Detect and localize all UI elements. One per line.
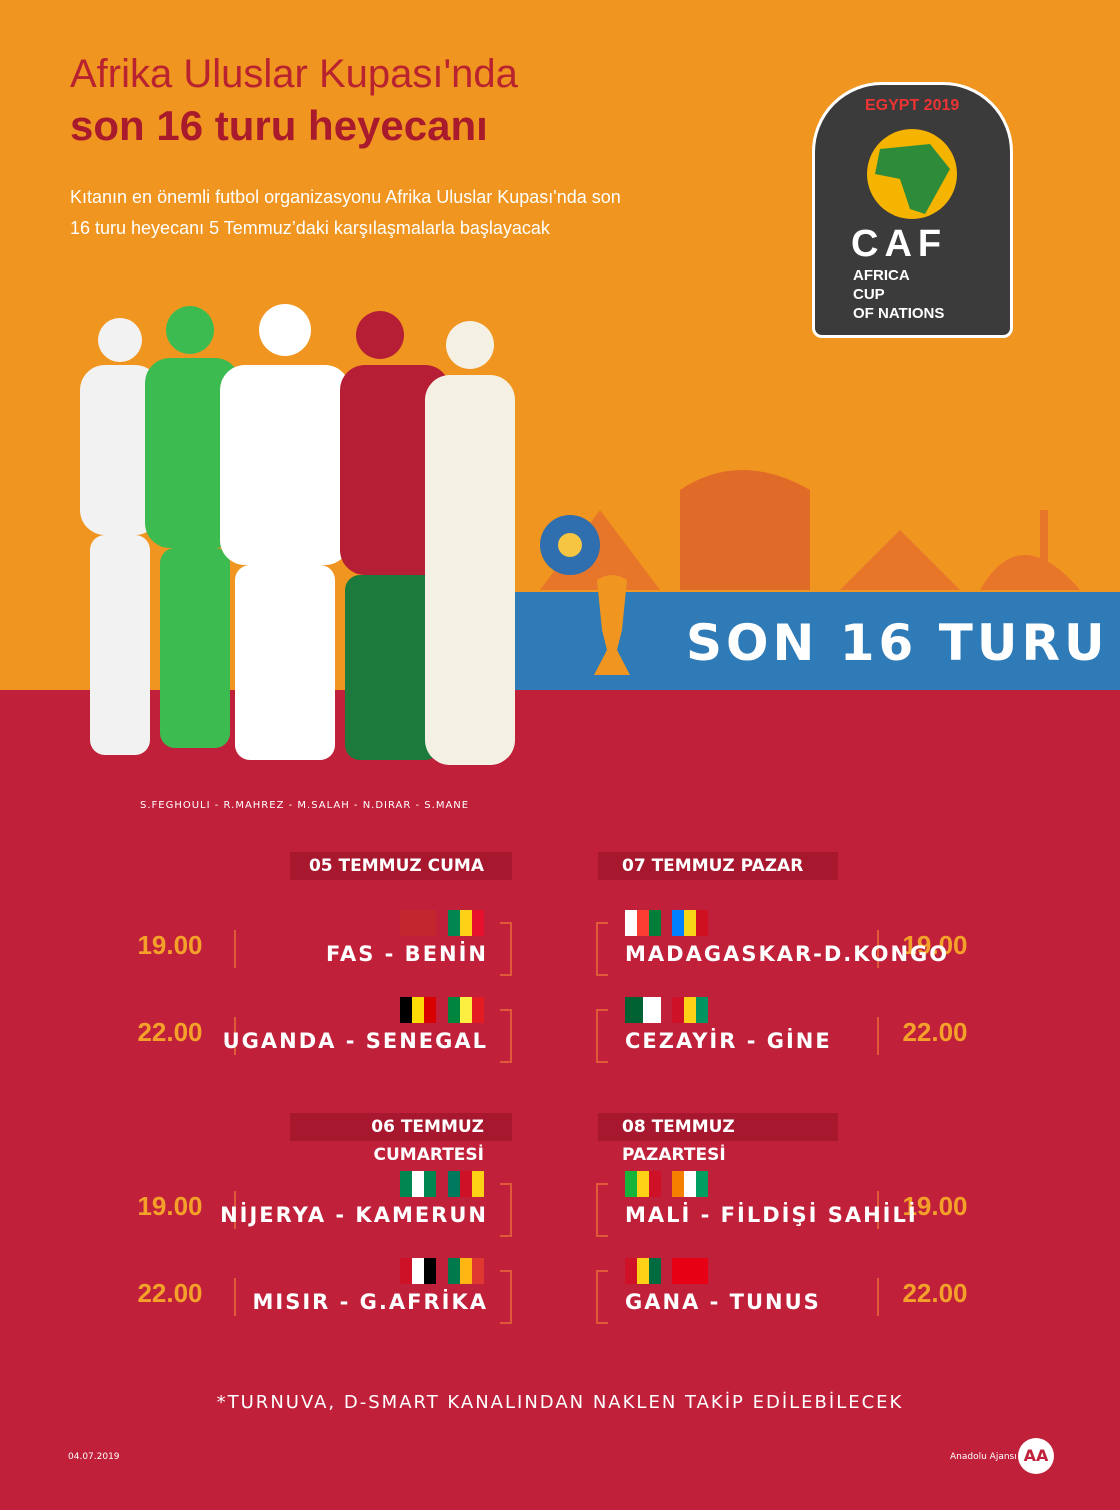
match-teams: UGANDA - SENEGAL <box>222 1029 488 1053</box>
flag <box>672 1171 708 1197</box>
logo-line: CUP <box>853 286 885 303</box>
match-time: 22.00 <box>902 1278 968 1308</box>
day-date: 06 TEMMUZ CUMARTESİ <box>290 1113 512 1165</box>
flag <box>448 1258 484 1284</box>
match-teams: GANA - TUNUS <box>625 1290 821 1314</box>
title-line1: Afrika Uluslar Kupası'nda <box>70 52 518 96</box>
divider <box>877 1017 879 1055</box>
match-time: 22.00 <box>137 1017 203 1047</box>
match-time: 19.00 <box>902 1191 968 1221</box>
bracket <box>500 1183 512 1237</box>
match-teams: CEZAYİR - GİNE <box>625 1029 832 1053</box>
divider <box>877 1191 879 1229</box>
flag <box>400 997 436 1023</box>
footer-date: 04.07.2019 <box>68 1452 120 1462</box>
flag <box>400 1171 436 1197</box>
flag <box>400 910 436 936</box>
match-time: 22.00 <box>902 1017 968 1047</box>
divider <box>234 1017 236 1055</box>
day-date: 08 TEMMUZ PAZARTESİ <box>598 1113 838 1165</box>
landmarks <box>540 470 1080 590</box>
match-teams: MISIR - G.AFRİKA <box>252 1290 488 1314</box>
flag <box>672 1258 708 1284</box>
footnote: *TURNUVA, D-SMART KANALINDAN NAKLEN TAKİ… <box>216 1392 904 1413</box>
divider <box>234 930 236 968</box>
flag <box>625 1171 661 1197</box>
bracket <box>500 1009 512 1063</box>
flag <box>672 997 708 1023</box>
bracket <box>500 1270 512 1324</box>
title-line2: son 16 turu heyecanı <box>70 102 488 149</box>
match-time: 19.00 <box>137 930 203 960</box>
divider <box>234 1278 236 1316</box>
day-date: 07 TEMMUZ PAZAR <box>598 852 838 880</box>
flag <box>625 997 661 1023</box>
banner-title: SON 16 TURU <box>686 614 1109 672</box>
divider <box>234 1191 236 1229</box>
match-teams: MADAGASKAR-D.KONGO <box>625 942 950 966</box>
match-teams: MALİ - FİLDİŞİ SAHİLİ <box>625 1203 918 1227</box>
day-date: 05 TEMMUZ CUMA <box>290 852 512 880</box>
intro: Kıtanın en önemli futbol organizasyonu A… <box>70 187 621 238</box>
players-caption: S.FEGHOULI - R.MAHREZ - M.SALAH - N.DIRA… <box>140 800 470 811</box>
match-teams: FAS - BENİN <box>326 942 488 966</box>
divider <box>877 1278 879 1316</box>
trophy-icon <box>594 575 630 675</box>
bracket <box>500 922 512 976</box>
flag <box>448 910 484 936</box>
logo-map <box>867 129 957 219</box>
bracket <box>596 922 608 976</box>
match-time: 22.00 <box>137 1278 203 1308</box>
bracket <box>596 1183 608 1237</box>
players <box>80 304 515 765</box>
flag <box>625 910 661 936</box>
footer-agency: Anadolu Ajansı <box>950 1452 1017 1462</box>
logo-line: AFRICA <box>853 267 910 284</box>
logo-line: OF NATIONS <box>853 305 945 322</box>
flag <box>448 1171 484 1197</box>
flag <box>672 910 708 936</box>
flag <box>448 997 484 1023</box>
flag <box>625 1258 661 1284</box>
match-teams: NİJERYA - KAMERUN <box>220 1203 488 1227</box>
divider <box>877 930 879 968</box>
match-time: 19.00 <box>902 930 968 960</box>
logo-org: CAF <box>851 223 948 265</box>
match-time: 19.00 <box>137 1191 203 1221</box>
logo-edition: EGYPT 2019 <box>865 97 960 114</box>
bracket <box>596 1009 608 1063</box>
caf-logo: EGYPT 2019 CAF AFRICA CUP OF NATIONS <box>812 82 1013 338</box>
bracket <box>596 1270 608 1324</box>
flag <box>400 1258 436 1284</box>
agency-logo: AA <box>1018 1438 1054 1474</box>
